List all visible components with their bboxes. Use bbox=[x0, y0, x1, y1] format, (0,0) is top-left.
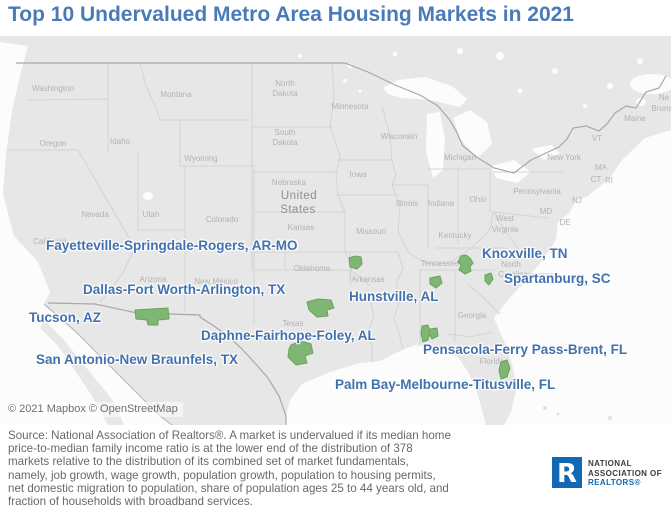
state-label: Indiana bbox=[428, 199, 455, 208]
state-label: Wyoming bbox=[184, 154, 217, 163]
page-title: Top 10 Undervalued Metro Area Housing Ma… bbox=[8, 3, 574, 26]
state-label: VT bbox=[592, 134, 602, 143]
state-label: Georgia bbox=[458, 311, 487, 320]
map-attribution[interactable]: © 2021 Mapbox © OpenStreetMap bbox=[6, 402, 183, 417]
state-label: Tennessee bbox=[421, 259, 460, 268]
state-label: Illinois bbox=[396, 199, 418, 208]
nar-logo-mark: R bbox=[552, 457, 582, 488]
state-label: DE bbox=[559, 218, 570, 227]
state-label: Missouri bbox=[356, 227, 386, 236]
state-label: Bruns bbox=[652, 104, 671, 113]
state-labels: Washington Oregon California Nevada Idaho Mon… bbox=[32, 79, 671, 366]
metro-label-fayetteville: Fayetteville-Springdale-Rogers, AR-MO bbox=[46, 238, 298, 253]
state-label: New York bbox=[547, 153, 582, 162]
state-label: Dakota bbox=[272, 138, 298, 147]
state-label: Carolina bbox=[498, 270, 528, 279]
marker-palm-bay bbox=[498, 359, 511, 380]
metro-markers bbox=[134, 254, 511, 380]
state-label: Arkansas bbox=[351, 275, 384, 284]
marker-san-antonio bbox=[287, 340, 314, 366]
state-label: West bbox=[496, 214, 515, 223]
marker-tucson bbox=[134, 307, 170, 326]
nar-logo: R NATIONAL ASSOCIATION OF REALTORS® bbox=[552, 457, 662, 488]
nar-monogram: R bbox=[557, 459, 577, 488]
state-label: Colorado bbox=[206, 215, 239, 224]
nar-line-1: NATIONAL bbox=[588, 459, 632, 468]
baja-peninsula bbox=[40, 320, 124, 425]
state-label: Idaho bbox=[110, 137, 131, 146]
marker-hunstville bbox=[429, 275, 443, 289]
state-label: Ohio bbox=[470, 195, 487, 204]
state-label: Oklahoma bbox=[294, 264, 331, 273]
state-label: Kansas bbox=[288, 223, 315, 232]
state-label: Pennsylvania bbox=[513, 187, 561, 196]
state-label: Florida bbox=[480, 357, 505, 366]
metro-label-tucson: Tucson, AZ bbox=[29, 310, 101, 325]
state-label: North bbox=[275, 79, 295, 88]
metro-label-knoxville: Knoxville, TN bbox=[482, 246, 568, 261]
islands bbox=[543, 406, 612, 420]
state-label: South bbox=[275, 128, 296, 137]
state-label: New Mexico bbox=[194, 277, 238, 286]
state-label: Montana bbox=[160, 90, 192, 99]
state-label: Virginia bbox=[492, 225, 519, 234]
state-label: Utah bbox=[143, 210, 160, 219]
state-label: Kentucky bbox=[439, 231, 472, 240]
state-label: Iowa bbox=[350, 170, 367, 179]
state-label: Oregon bbox=[40, 139, 67, 148]
lakes bbox=[143, 48, 643, 200]
marker-knoxville bbox=[457, 254, 474, 275]
state-label: MA bbox=[595, 163, 608, 172]
state-label: Washington bbox=[32, 84, 74, 93]
state-borders bbox=[8, 62, 563, 362]
metro-label-hunstville: Hunstville, AL bbox=[349, 289, 439, 304]
metro-label-daphne: Daphne-Fairhope-Foley, AL bbox=[201, 328, 376, 343]
state-label: California bbox=[33, 237, 67, 246]
state-label: States bbox=[280, 204, 316, 216]
state-label: Michigan bbox=[444, 153, 476, 162]
nar-logo-text: NATIONAL ASSOCIATION OF REALTORS® bbox=[588, 457, 662, 488]
state-label: Maine bbox=[624, 114, 646, 123]
marker-spartanburg bbox=[484, 272, 494, 286]
marker-fayetteville bbox=[348, 255, 363, 270]
state-label: Wisconsin bbox=[381, 132, 417, 141]
state-label: Nevada bbox=[81, 210, 109, 219]
state-label: MD bbox=[540, 207, 553, 216]
state-label: NJ bbox=[572, 196, 582, 205]
state-label: Arizona bbox=[139, 275, 167, 284]
nar-line-2: ASSOCIATION OF bbox=[588, 468, 662, 478]
state-label: CT bbox=[591, 175, 602, 184]
nar-line-3: REALTORS® bbox=[588, 478, 641, 487]
map-canvas[interactable]: Washington Oregon California Nevada Idaho Mon… bbox=[0, 36, 671, 425]
state-label: United bbox=[281, 190, 317, 202]
state-label: RI bbox=[605, 176, 613, 185]
state-label: Nebraska bbox=[272, 178, 307, 187]
source-note: Source: National Association of Realtors… bbox=[8, 429, 451, 509]
metro-label-palm-bay: Palm Bay-Melbourne-Titusville, FL bbox=[335, 377, 556, 392]
state-label: Ne bbox=[659, 93, 670, 102]
metro-label-pensacola: Pensacola-Ferry Pass-Brent, FL bbox=[423, 342, 628, 357]
metro-label-dallas: Dallas-Fort Worth-Arlington, TX bbox=[83, 282, 286, 297]
us-map-graphic: Washington Oregon California Nevada Idaho Mon… bbox=[0, 36, 671, 425]
state-label: Dakota bbox=[272, 89, 298, 98]
state-label: Texas bbox=[283, 319, 304, 328]
state-label: Minnesota bbox=[332, 102, 369, 111]
marker-dallas bbox=[306, 298, 335, 318]
marker-pensacola bbox=[428, 327, 439, 340]
state-label: North bbox=[501, 260, 521, 269]
marker-daphne bbox=[420, 324, 431, 343]
metro-label-spartanburg: Spartanburg, SC bbox=[504, 271, 611, 286]
metro-label-san-antonio: San Antonio-New Braunfels, TX bbox=[36, 352, 239, 367]
